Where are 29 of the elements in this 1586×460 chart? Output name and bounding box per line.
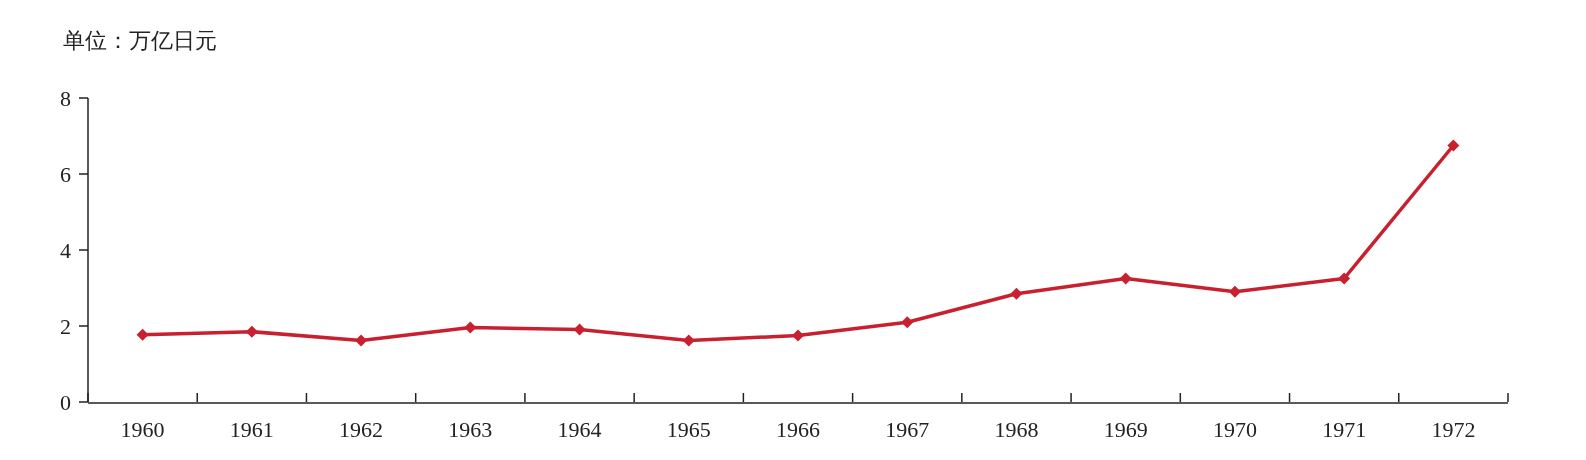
point xyxy=(1119,272,1132,285)
point xyxy=(355,334,368,347)
x-tick-label: 1962 xyxy=(339,416,384,442)
point xyxy=(1228,285,1241,298)
x-tick-label: 1971 xyxy=(1322,416,1367,442)
y-axis-title: 单位：万亿日元 xyxy=(63,27,217,55)
point xyxy=(1447,139,1460,152)
y-tick-label: 2 xyxy=(60,313,71,339)
y-tick-label: 6 xyxy=(60,161,71,187)
x-tick-label: 1966 xyxy=(776,416,820,442)
point xyxy=(682,334,695,347)
x-tick-label: 1963 xyxy=(448,416,493,442)
x-tick-label: 1961 xyxy=(229,416,274,442)
x-tick-label: 1970 xyxy=(1212,416,1257,442)
point xyxy=(136,328,149,341)
point xyxy=(901,316,914,329)
x-tick-label: 1969 xyxy=(1103,416,1148,442)
y-tick-label: 4 xyxy=(60,237,71,263)
point xyxy=(1010,287,1023,300)
point xyxy=(1338,272,1351,285)
y-tick-label: 8 xyxy=(60,85,71,111)
y-tick-label: 0 xyxy=(60,389,71,415)
x-tick-label: 1964 xyxy=(557,416,602,442)
x-tick-label: 1968 xyxy=(994,416,1039,442)
x-tick-label: 1965 xyxy=(666,416,711,442)
point xyxy=(792,329,804,342)
x-tick-label: 1967 xyxy=(885,416,930,442)
x-tick-label: 1972 xyxy=(1431,416,1476,442)
x-tick-label: 1960 xyxy=(120,416,165,442)
